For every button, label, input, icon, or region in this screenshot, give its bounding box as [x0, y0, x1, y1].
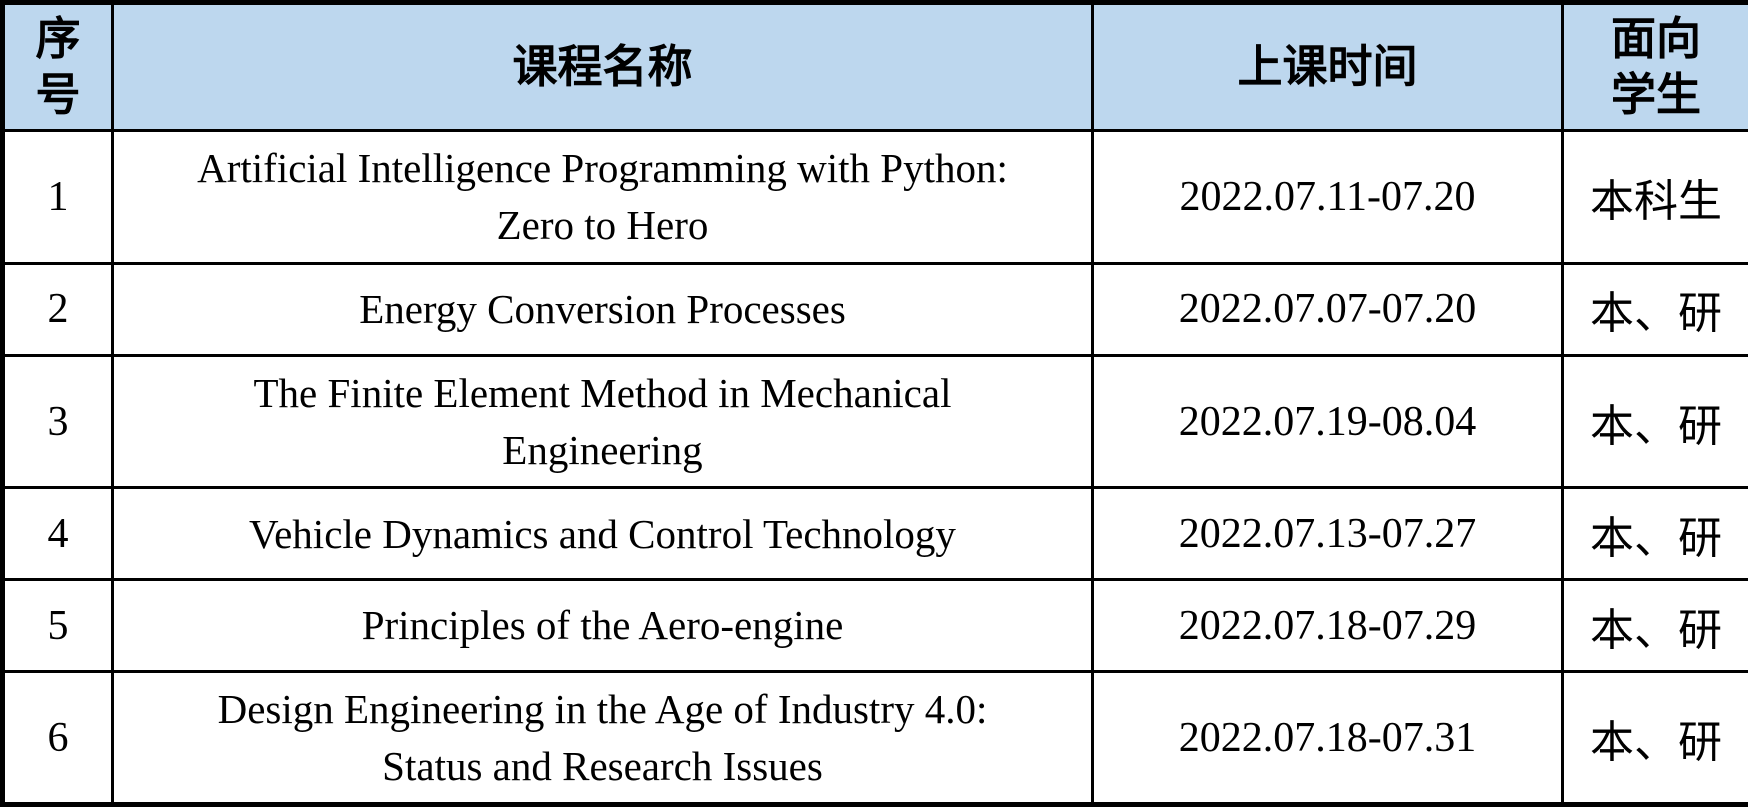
- course-name-cell: Vehicle Dynamics and Control Technology: [111, 486, 1094, 582]
- header-row: 序 号 课程名称 上课时间 面向 学生: [1, 1, 1748, 132]
- target-students-cell: 本、研: [1561, 670, 1748, 806]
- table-row: 1 Artificial Intelligence Programming wi…: [1, 129, 1748, 265]
- row-index-cell: 6: [1, 670, 114, 806]
- header-cell-time: 上课时间: [1091, 1, 1564, 132]
- class-time-cell: 2022.07.19-08.04: [1091, 353, 1564, 490]
- table-row: 5 Principles of the Aero-engine 2022.07.…: [1, 578, 1748, 674]
- table-row: 2 Energy Conversion Processes 2022.07.07…: [1, 261, 1748, 357]
- row-index-cell: 2: [1, 261, 114, 357]
- course-name-cell: Principles of the Aero-engine: [111, 578, 1094, 674]
- target-students-cell: 本、研: [1561, 578, 1748, 674]
- course-name-cell: Artificial Intelligence Programming with…: [111, 129, 1094, 265]
- course-name-cell: The Finite Element Method in Mechanical …: [111, 353, 1094, 490]
- class-time-cell: 2022.07.13-07.27: [1091, 486, 1564, 582]
- table-row: 3 The Finite Element Method in Mechanica…: [1, 353, 1748, 490]
- header-cell-course: 课程名称: [111, 1, 1094, 132]
- class-time-cell: 2022.07.07-07.20: [1091, 261, 1564, 357]
- class-time-cell: 2022.07.11-07.20: [1091, 129, 1564, 265]
- course-name-cell: Energy Conversion Processes: [111, 261, 1094, 357]
- table-row: 6 Design Engineering in the Age of Indus…: [1, 670, 1748, 806]
- target-students-cell: 本科生: [1561, 129, 1748, 265]
- target-students-cell: 本、研: [1561, 486, 1748, 582]
- table-row: 4 Vehicle Dynamics and Control Technolog…: [1, 486, 1748, 582]
- row-index-cell: 3: [1, 353, 114, 490]
- class-time-cell: 2022.07.18-07.31: [1091, 670, 1564, 806]
- course-name-cell: Design Engineering in the Age of Industr…: [111, 670, 1094, 806]
- row-index-cell: 1: [1, 129, 114, 265]
- target-students-cell: 本、研: [1561, 353, 1748, 490]
- target-students-cell: 本、研: [1561, 261, 1748, 357]
- row-index-cell: 4: [1, 486, 114, 582]
- header-cell-index: 序 号: [1, 1, 114, 132]
- row-index-cell: 5: [1, 578, 114, 674]
- class-time-cell: 2022.07.18-07.29: [1091, 578, 1564, 674]
- header-cell-students: 面向 学生: [1561, 1, 1748, 132]
